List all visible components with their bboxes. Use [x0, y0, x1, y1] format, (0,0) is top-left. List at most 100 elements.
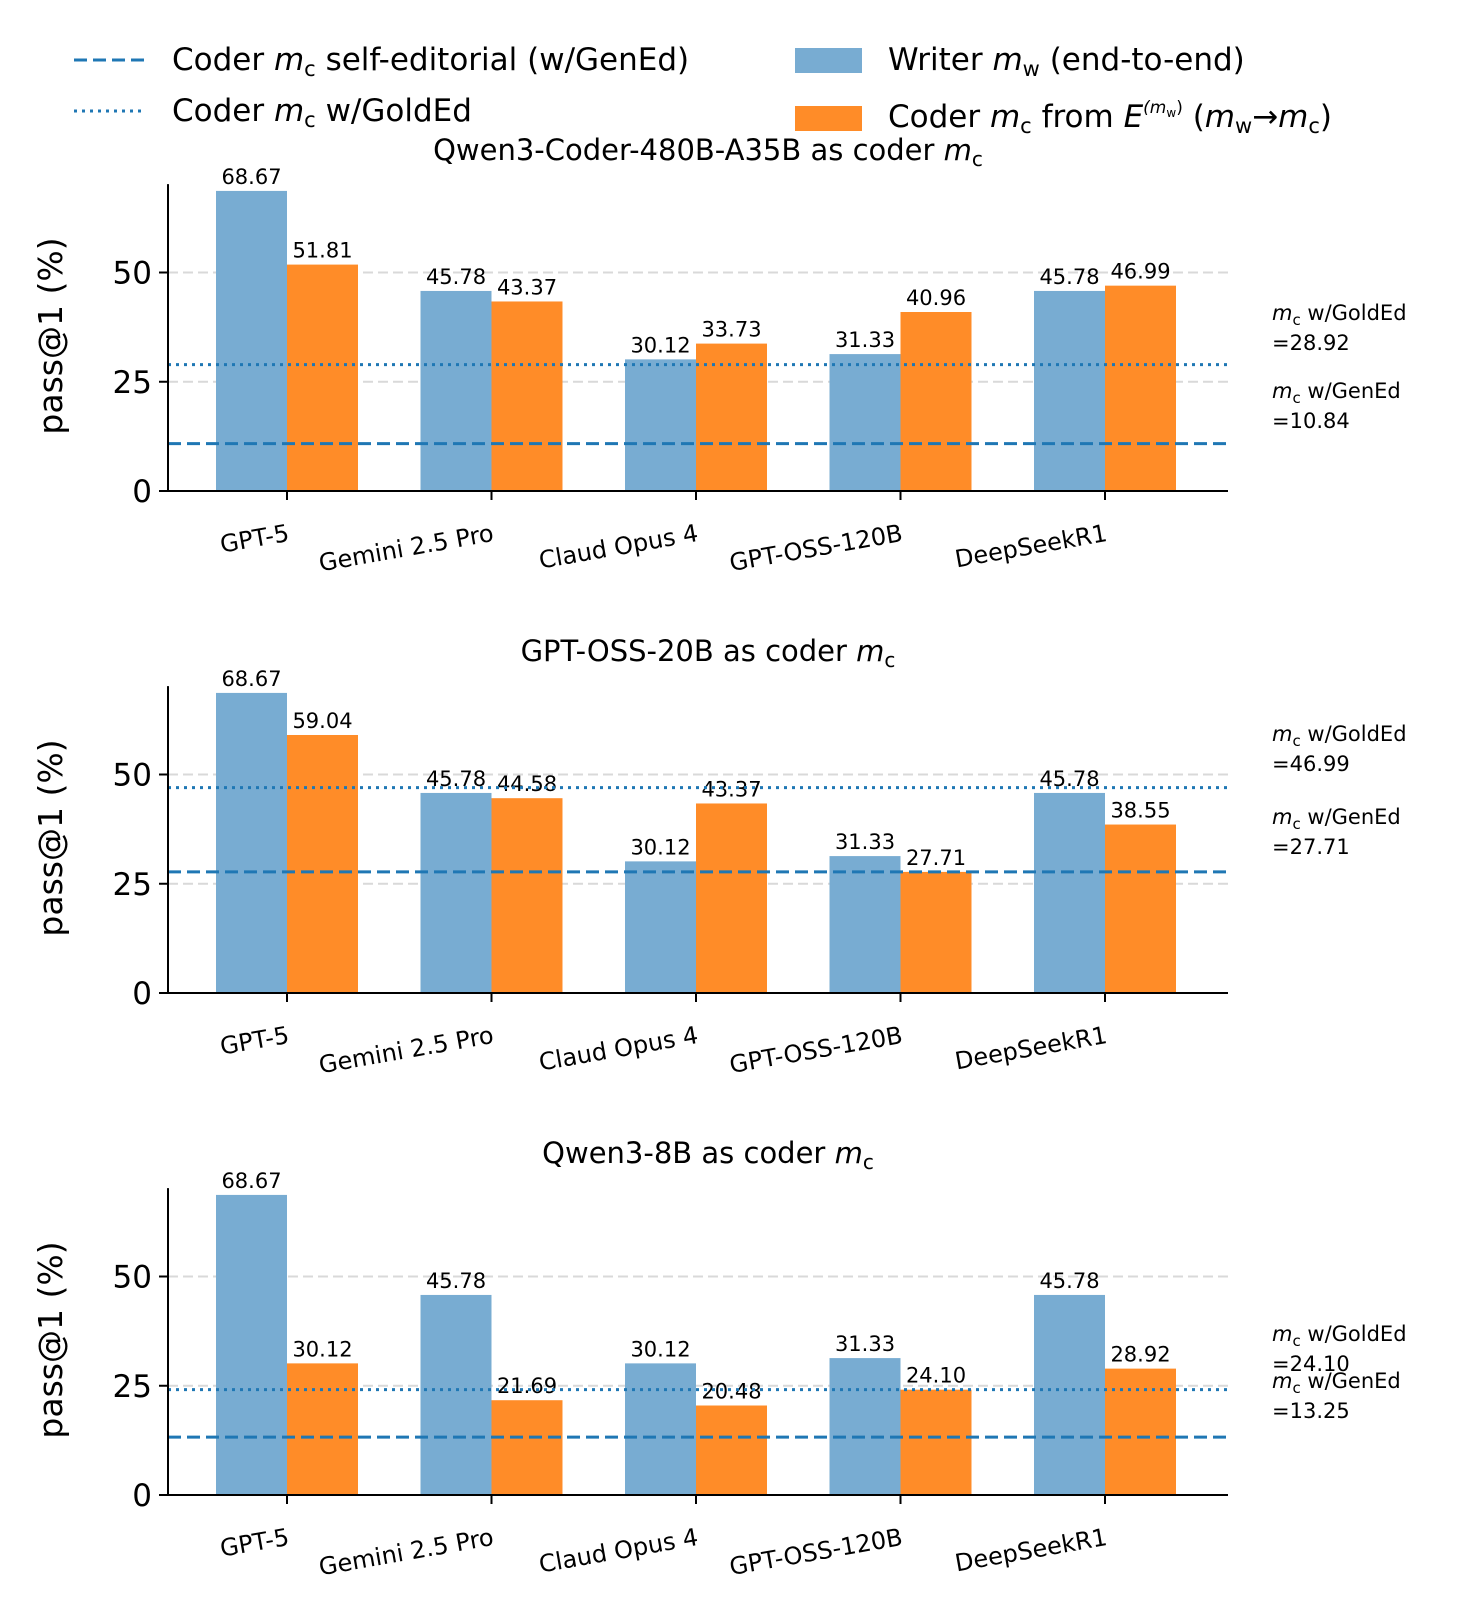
geneditorial-note: mc w/GenEd: [1272, 805, 1401, 833]
writer-bar-label: 68.67: [221, 165, 281, 189]
writer-bar: [216, 692, 287, 993]
y-axis-label: pass@1 (%): [31, 1241, 70, 1438]
coder-bar: [900, 1389, 972, 1495]
geneditorial-note-value: =10.84: [1272, 409, 1350, 433]
x-tick-label: Gemini 2.5 Pro: [317, 1021, 496, 1079]
geneditorial-note: mc w/GenEd: [1272, 379, 1401, 407]
legend: Coder mc self-editorial (w/GenEd) Coder …: [74, 42, 1332, 138]
coder-bar: [491, 301, 563, 491]
y-axis-label: pass@1 (%): [31, 739, 70, 936]
writer-bar: [829, 1358, 901, 1495]
legend-writer-label: Writer mw (end-to-end): [888, 42, 1245, 81]
writer-bar-label: 68.67: [221, 1169, 281, 1193]
writer-bar: [625, 1363, 696, 1495]
y-tick-label: 0: [132, 1478, 152, 1514]
goldeditorial-note: mc w/GoldEd: [1272, 722, 1407, 750]
coder-bar-label: 46.99: [1110, 260, 1170, 284]
writer-bar-label: 31.33: [835, 328, 895, 352]
writer-bar: [420, 290, 492, 491]
x-tick-label: DeepSeekR1: [953, 519, 1109, 573]
coder-bar-label: 21.69: [497, 1374, 557, 1398]
legend-goldeditorial-label: Coder mc w/GoldEd: [172, 93, 472, 132]
panel-title: Qwen3-8B as coder mc: [542, 1136, 874, 1174]
writer-bar-label: 45.78: [426, 265, 486, 289]
geneditorial-note: mc w/GenEd: [1272, 1369, 1401, 1397]
coder-bar: [287, 734, 358, 993]
panel-title: GPT-OSS-20B as coder mc: [521, 634, 896, 672]
goldeditorial-note-value: =24.10: [1272, 1352, 1350, 1376]
x-tick-label: Claud Opus 4: [537, 519, 700, 575]
goldeditorial-note-value: =28.92: [1272, 331, 1350, 355]
geneditorial-note-value: =13.25: [1272, 1399, 1350, 1423]
writer-bar: [1034, 792, 1105, 993]
coder-bar-label: 33.73: [701, 318, 761, 342]
x-tick-label: GPT-OSS-120B: [727, 1021, 904, 1079]
y-tick-label: 0: [132, 474, 152, 510]
y-axis-label: pass@1 (%): [31, 237, 70, 434]
writer-bar-label: 45.78: [1039, 1269, 1099, 1293]
coder-bar: [287, 264, 358, 491]
writer-bar: [1034, 290, 1105, 491]
writer-bar: [625, 861, 696, 993]
goldeditorial-note: mc w/GoldEd: [1272, 1322, 1407, 1350]
writer-bar: [829, 354, 901, 491]
coder-bar: [491, 798, 563, 993]
writer-bar-label: 30.12: [630, 835, 690, 859]
coder-bar: [287, 1363, 358, 1495]
writer-bar-label: 68.67: [221, 667, 281, 691]
legend-coder-label: Coder mc from E(mw) (mw→mc): [888, 98, 1332, 138]
coder-bar-label: 51.81: [292, 239, 352, 263]
chart-panel-3: Qwen3-8B as coder mc 0 25 50 pass@1 (%) 68.67…: [31, 1136, 1407, 1581]
goldeditorial-note-value: =46.99: [1272, 752, 1350, 776]
writer-bar: [829, 856, 901, 993]
x-tick-label: GPT-OSS-120B: [727, 1523, 904, 1581]
x-tick-label: DeepSeekR1: [953, 1021, 1109, 1075]
y-tick-label: 25: [113, 365, 152, 401]
coder-bar: [696, 803, 767, 993]
coder-bar: [900, 312, 972, 491]
chart-panel-1: Qwen3-Coder-480B-A35B as coder mc 0 25 50 pa…: [31, 133, 1407, 577]
coder-bar: [1105, 285, 1176, 491]
writer-bar-label: 31.33: [835, 1332, 895, 1356]
goldeditorial-note: mc w/GoldEd: [1272, 301, 1407, 329]
y-tick-label: 50: [113, 758, 152, 794]
coder-bar-label: 40.96: [906, 286, 966, 310]
coder-bar: [696, 343, 767, 491]
coder-bar-label: 59.04: [292, 709, 352, 733]
geneditorial-note-value: =27.71: [1272, 835, 1350, 859]
coder-bar: [1105, 1368, 1176, 1495]
coder-bar-label: 43.37: [701, 777, 761, 801]
x-tick-label: GPT-5: [218, 519, 291, 559]
writer-bar: [420, 792, 492, 993]
chart-panel-2: GPT-OSS-20B as coder mc 0 25 50 pass@1 (%) 68…: [31, 634, 1407, 1079]
legend-coder-swatch: [795, 106, 862, 131]
y-tick-label: 50: [113, 256, 152, 292]
coder-bar-label: 44.58: [497, 772, 557, 796]
coder-bar-label: 20.48: [701, 1380, 761, 1404]
coder-bar: [491, 1400, 563, 1495]
writer-bar: [625, 359, 696, 491]
coder-bar-label: 27.71: [906, 846, 966, 870]
x-tick-label: GPT-5: [218, 1523, 291, 1563]
writer-bar: [1034, 1294, 1105, 1495]
writer-bar-label: 31.33: [835, 830, 895, 854]
coder-bar: [900, 871, 972, 993]
writer-bar-label: 45.78: [1039, 265, 1099, 289]
panel-title: Qwen3-Coder-480B-A35B as coder mc: [433, 133, 983, 171]
coder-bar: [1105, 824, 1176, 993]
x-tick-label: GPT-OSS-120B: [727, 519, 904, 577]
coder-bar: [696, 1405, 767, 1495]
x-tick-label: Claud Opus 4: [537, 1523, 700, 1579]
coder-bar-label: 24.10: [906, 1364, 966, 1388]
writer-bar: [420, 1294, 492, 1495]
legend-geneditorial-label: Coder mc self-editorial (w/GenEd): [172, 42, 689, 81]
writer-bar: [216, 190, 287, 491]
writer-bar: [216, 1194, 287, 1495]
x-tick-label: DeepSeekR1: [953, 1523, 1109, 1577]
y-tick-label: 25: [113, 867, 152, 903]
writer-bar-label: 45.78: [426, 1269, 486, 1293]
y-tick-label: 25: [113, 1369, 152, 1405]
writer-bar-label: 30.12: [630, 333, 690, 357]
y-tick-label: 50: [113, 1260, 152, 1296]
x-tick-label: Claud Opus 4: [537, 1021, 700, 1077]
